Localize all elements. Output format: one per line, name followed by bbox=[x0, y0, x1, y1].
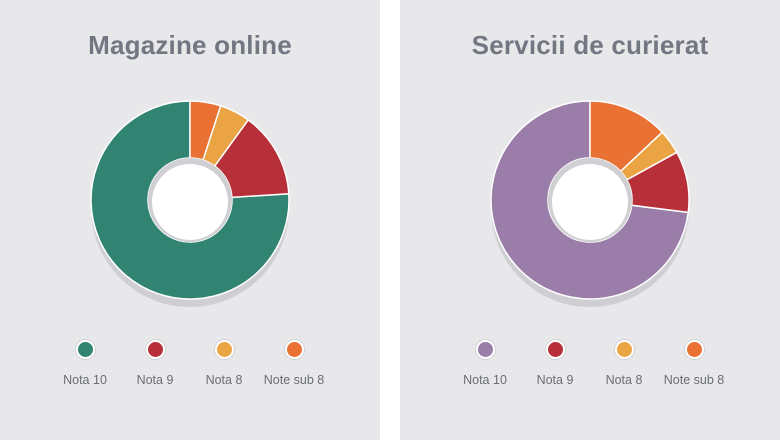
legend-dot-icon bbox=[145, 340, 165, 359]
donut-slice-nota-10[interactable] bbox=[90, 100, 290, 300]
legend: Nota 10 Nota 9 Nota 8 Note sub 8 bbox=[400, 340, 780, 400]
legend-label: Nota 10 bbox=[463, 373, 507, 387]
legend-dot-icon bbox=[214, 340, 234, 359]
donut-chart bbox=[490, 100, 690, 307]
legend-dot-icon bbox=[284, 340, 304, 359]
legend-item-nota-10[interactable]: Nota 10 bbox=[45, 340, 125, 387]
donut-hole bbox=[152, 164, 228, 240]
legend-label: Nota 9 bbox=[136, 373, 174, 387]
legend-item-note-sub-8[interactable]: Note sub 8 bbox=[254, 340, 334, 387]
legend-label: Nota 10 bbox=[63, 373, 107, 387]
legend-dot-icon bbox=[614, 340, 634, 359]
legend-item-nota-10[interactable]: Nota 10 bbox=[445, 340, 525, 387]
legend-dot-icon bbox=[545, 340, 565, 359]
chart-title: Magazine online bbox=[88, 30, 292, 60]
donut-hole bbox=[552, 164, 628, 240]
legend: Nota 10 Nota 9 Nota 8 Note sub 8 bbox=[0, 340, 380, 400]
legend-dot-icon bbox=[475, 340, 495, 359]
legend-label: Note sub 8 bbox=[263, 373, 325, 387]
chart-panel-magazine-online: Magazine online Nota 10 Nota 9 Nota 8 No… bbox=[0, 0, 380, 440]
legend-label: Nota 9 bbox=[536, 373, 574, 387]
legend-label: Nota 8 bbox=[205, 373, 243, 387]
legend-dot-icon bbox=[684, 340, 704, 359]
chart-title: Servicii de curierat bbox=[471, 30, 709, 60]
legend-item-nota-8[interactable]: Nota 8 bbox=[584, 340, 664, 387]
donut-chart bbox=[90, 100, 290, 307]
chart-panel-servicii-de-curierat: Servicii de curierat Nota 10 Nota 9 Nota… bbox=[400, 0, 780, 440]
legend-item-nota-9[interactable]: Nota 9 bbox=[515, 340, 595, 387]
legend-item-nota-8[interactable]: Nota 8 bbox=[184, 340, 264, 387]
legend-label: Note sub 8 bbox=[663, 373, 725, 387]
legend-item-note-sub-8[interactable]: Note sub 8 bbox=[654, 340, 734, 387]
legend-item-nota-9[interactable]: Nota 9 bbox=[115, 340, 195, 387]
legend-label: Nota 8 bbox=[605, 373, 643, 387]
legend-dot-icon bbox=[75, 340, 95, 359]
